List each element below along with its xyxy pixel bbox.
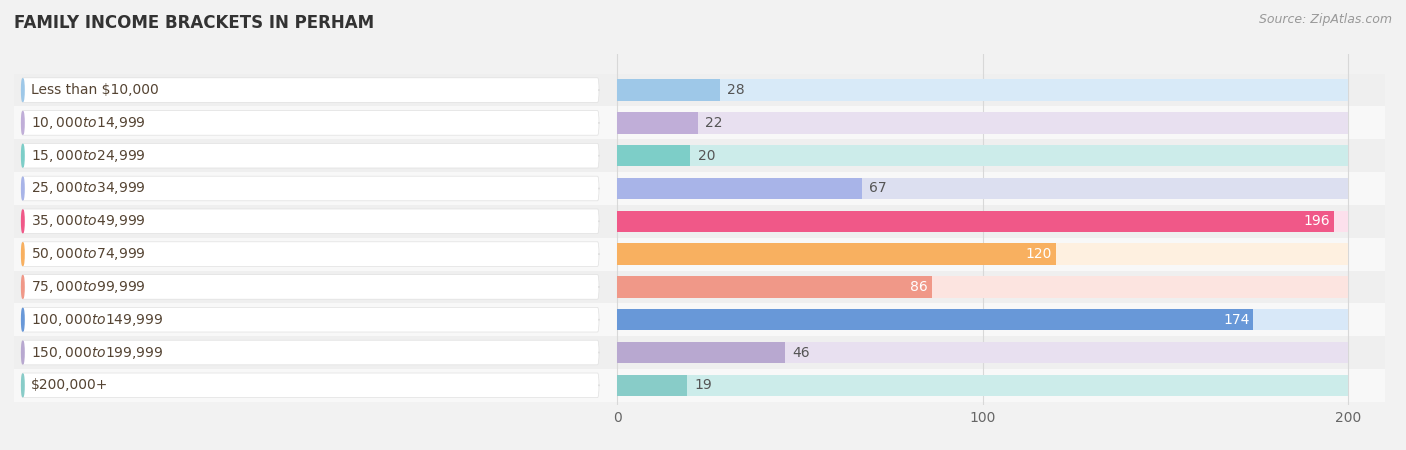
Bar — [14, 107, 1385, 140]
Bar — [14, 270, 1385, 303]
Text: 120: 120 — [1026, 247, 1052, 261]
Bar — [617, 79, 1348, 101]
Text: 196: 196 — [1303, 214, 1330, 228]
Bar — [617, 342, 786, 363]
Circle shape — [21, 177, 24, 200]
Bar — [617, 112, 697, 134]
Bar — [617, 79, 720, 101]
FancyBboxPatch shape — [21, 209, 599, 234]
Bar — [617, 211, 1348, 232]
Text: $50,000 to $74,999: $50,000 to $74,999 — [31, 246, 145, 262]
Bar — [617, 375, 1348, 396]
FancyBboxPatch shape — [21, 373, 599, 398]
Bar — [617, 243, 1348, 265]
FancyBboxPatch shape — [21, 307, 599, 332]
FancyBboxPatch shape — [21, 111, 599, 135]
Text: Less than $10,000: Less than $10,000 — [31, 83, 159, 97]
FancyBboxPatch shape — [21, 176, 599, 201]
Circle shape — [21, 275, 24, 298]
Circle shape — [21, 112, 24, 134]
Circle shape — [21, 308, 24, 331]
Text: 28: 28 — [727, 83, 745, 97]
Bar — [617, 211, 1334, 232]
Text: $35,000 to $49,999: $35,000 to $49,999 — [31, 213, 145, 230]
Bar — [14, 303, 1385, 336]
Text: $10,000 to $14,999: $10,000 to $14,999 — [31, 115, 145, 131]
Bar — [617, 145, 690, 166]
Bar — [617, 342, 1348, 363]
Bar — [617, 276, 932, 297]
Circle shape — [21, 79, 24, 101]
Bar — [14, 74, 1385, 107]
Bar — [617, 112, 1348, 134]
Bar — [617, 243, 1056, 265]
Bar — [14, 238, 1385, 270]
FancyBboxPatch shape — [21, 144, 599, 168]
FancyBboxPatch shape — [21, 78, 599, 103]
Circle shape — [21, 210, 24, 233]
Circle shape — [21, 243, 24, 266]
Bar — [14, 140, 1385, 172]
Text: 20: 20 — [697, 148, 716, 163]
FancyBboxPatch shape — [21, 340, 599, 365]
FancyBboxPatch shape — [21, 242, 599, 266]
Bar — [617, 375, 686, 396]
Text: FAMILY INCOME BRACKETS IN PERHAM: FAMILY INCOME BRACKETS IN PERHAM — [14, 14, 374, 32]
Text: 19: 19 — [695, 378, 711, 392]
Text: 86: 86 — [910, 280, 928, 294]
Text: 46: 46 — [793, 346, 810, 360]
Text: 174: 174 — [1223, 313, 1250, 327]
Bar — [617, 145, 1348, 166]
Bar — [14, 336, 1385, 369]
Text: $25,000 to $34,999: $25,000 to $34,999 — [31, 180, 145, 197]
Bar — [617, 178, 862, 199]
Circle shape — [21, 341, 24, 364]
FancyBboxPatch shape — [21, 274, 599, 299]
Text: $15,000 to $24,999: $15,000 to $24,999 — [31, 148, 145, 164]
Bar — [617, 309, 1348, 330]
Circle shape — [21, 144, 24, 167]
Bar — [617, 178, 1348, 199]
Bar — [617, 276, 1348, 297]
Text: $150,000 to $199,999: $150,000 to $199,999 — [31, 345, 163, 360]
Bar — [14, 205, 1385, 238]
Circle shape — [21, 374, 24, 396]
Text: 67: 67 — [869, 181, 887, 195]
Text: Source: ZipAtlas.com: Source: ZipAtlas.com — [1258, 14, 1392, 27]
Text: $75,000 to $99,999: $75,000 to $99,999 — [31, 279, 145, 295]
Text: $200,000+: $200,000+ — [31, 378, 108, 392]
Bar — [617, 309, 1253, 330]
Bar — [14, 172, 1385, 205]
Text: 22: 22 — [704, 116, 723, 130]
Text: $100,000 to $149,999: $100,000 to $149,999 — [31, 312, 163, 328]
Bar — [14, 369, 1385, 402]
